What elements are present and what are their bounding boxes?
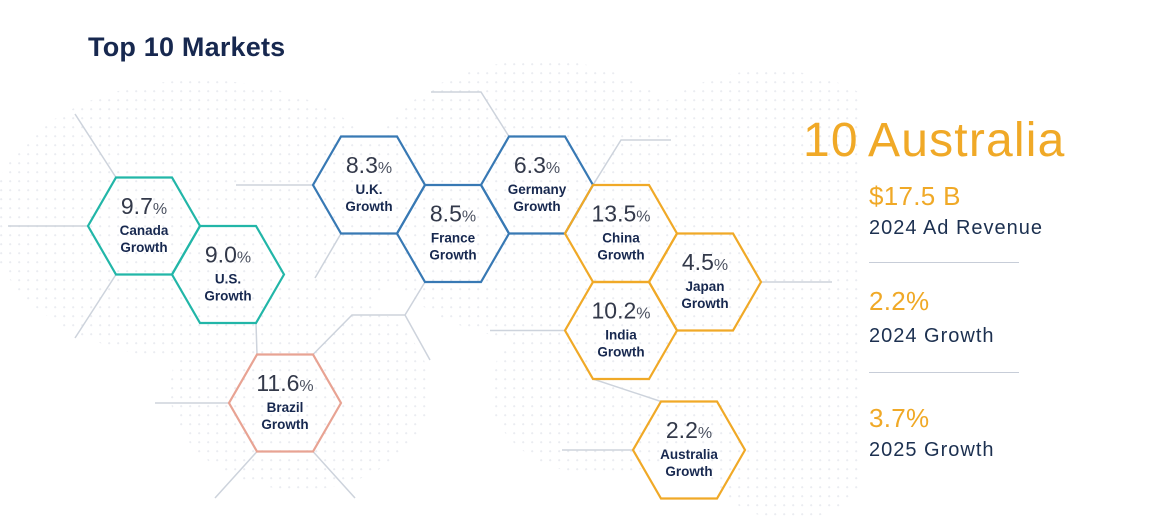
svg-text:10.2%: 10.2% (592, 298, 651, 324)
svg-text:9.7%: 9.7% (121, 193, 167, 219)
svg-text:Growth: Growth (429, 248, 476, 263)
svg-text:11.6%: 11.6% (256, 370, 313, 396)
svg-text:4.5%: 4.5% (682, 249, 728, 275)
svg-text:Japan: Japan (685, 279, 724, 294)
svg-text:U.K.: U.K. (356, 182, 383, 197)
svg-text:Germany: Germany (508, 182, 567, 197)
svg-text:Growth: Growth (120, 240, 167, 255)
svg-text:9.0%: 9.0% (205, 242, 251, 268)
svg-text:6.3%: 6.3% (514, 152, 560, 178)
svg-text:U.S.: U.S. (215, 272, 241, 287)
svg-text:India: India (605, 328, 637, 343)
svg-text:Growth: Growth (261, 417, 308, 432)
svg-text:8.5%: 8.5% (430, 201, 476, 227)
svg-text:Growth: Growth (513, 199, 560, 214)
svg-text:Growth: Growth (681, 296, 728, 311)
svg-text:13.5%: 13.5% (592, 201, 651, 227)
svg-text:Brazil: Brazil (267, 400, 304, 415)
svg-text:8.3%: 8.3% (346, 152, 392, 178)
svg-text:Growth: Growth (597, 248, 644, 263)
svg-text:2.2%: 2.2% (666, 417, 712, 443)
svg-text:Growth: Growth (345, 199, 392, 214)
svg-text:France: France (431, 231, 476, 246)
svg-text:Canada: Canada (120, 223, 169, 238)
svg-text:Growth: Growth (204, 289, 251, 304)
svg-text:Australia: Australia (660, 447, 718, 462)
svg-text:Growth: Growth (597, 345, 644, 360)
svg-text:Growth: Growth (665, 464, 712, 479)
svg-text:China: China (602, 231, 640, 246)
